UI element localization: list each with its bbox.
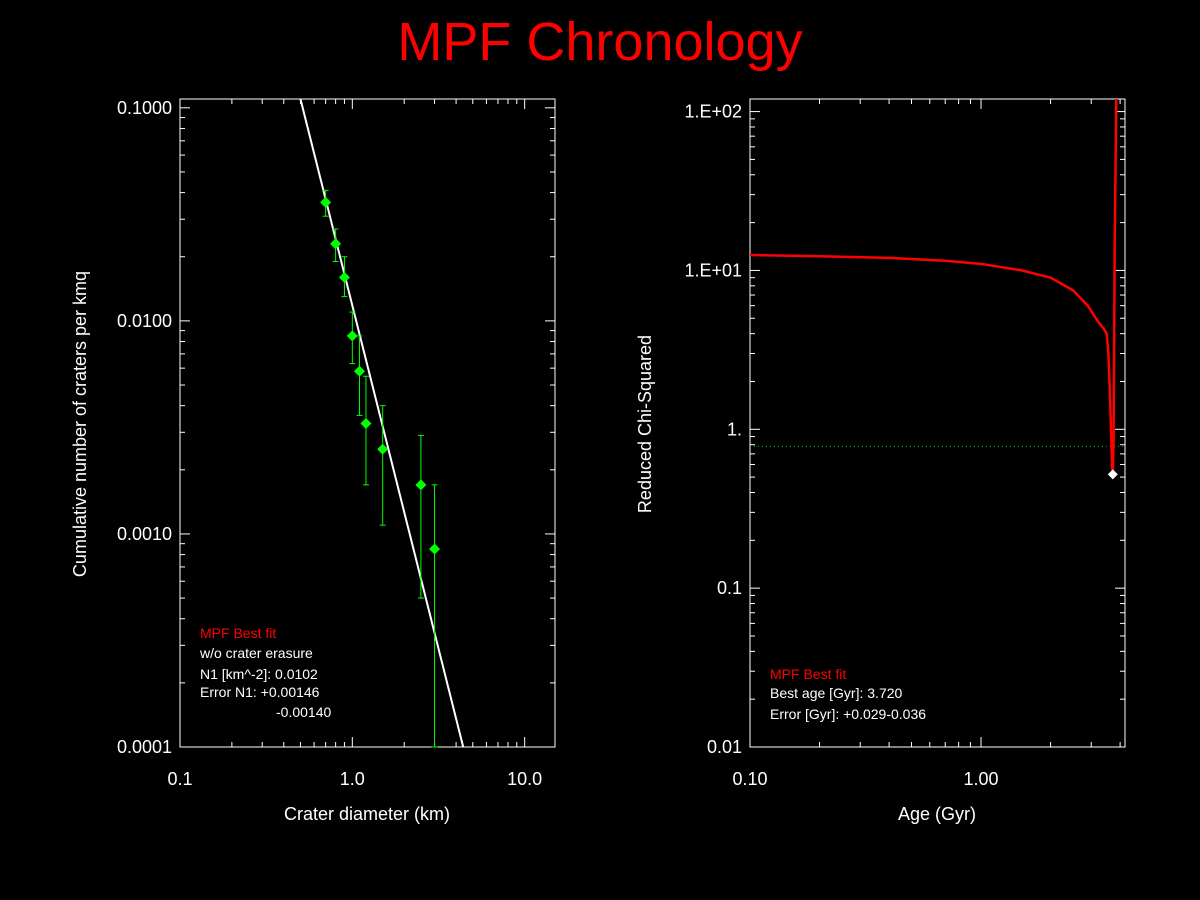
chart1-plot-frame xyxy=(179,98,556,748)
chart2-y-tick-label: 0.1 xyxy=(717,578,742,598)
data-point xyxy=(377,443,389,455)
chart2-x-tick-label: 1.00 xyxy=(963,769,998,789)
chart2-y-tick-label: 1.E+02 xyxy=(684,102,742,122)
chart2-ylabel: Reduced Chi-Squared xyxy=(635,335,655,513)
best-fit-point xyxy=(1107,469,1118,480)
fit-line xyxy=(299,98,465,748)
chart2-x-tick-label: 0.10 xyxy=(732,769,767,789)
data-point xyxy=(330,238,342,250)
data-point xyxy=(415,479,427,491)
chart1-annotation-header: MPF Best fit xyxy=(200,625,276,641)
chart2-y-tick-label: 1. xyxy=(727,419,742,439)
chart1-annotation-line-2: N1 [km^-2]: 0.0102 xyxy=(200,666,318,682)
chart1-y-tick-label: 0.1000 xyxy=(117,98,172,118)
chart1-x-tick-label: 1.0 xyxy=(340,769,365,789)
chart1-annotation-line-4: -0.00140 xyxy=(276,704,331,720)
chart2-annotation-line-2: Error [Gyr]: +0.029-0.036 xyxy=(770,706,926,722)
chart1-annotation-line-3: Error N1: +0.00146 xyxy=(200,684,320,700)
data-point xyxy=(346,330,358,342)
chart1-x-tick-label: 0.1 xyxy=(167,769,192,789)
chart1-y-tick-label: 0.0010 xyxy=(117,524,172,544)
chart1-x-tick-label: 10.0 xyxy=(507,769,542,789)
chart1-y-tick-label: 0.0001 xyxy=(117,737,172,757)
chart2-y-tick-label: 0.01 xyxy=(707,737,742,757)
chart2-y-tick-label: 1.E+01 xyxy=(684,260,742,280)
chart2-plot-frame xyxy=(749,98,1126,748)
chart-title: MPF Chronology xyxy=(397,12,803,72)
data-point xyxy=(353,365,365,377)
data-point xyxy=(338,271,350,283)
chart2-annotation-line-1: Best age [Gyr]: 3.720 xyxy=(770,685,903,701)
chart1-xlabel: Crater diameter (km) xyxy=(284,804,450,824)
chart2-annotation-header: MPF Best fit xyxy=(770,666,846,682)
chart1-y-tick-label: 0.0100 xyxy=(117,311,172,331)
chart1-ylabel: Cumulative number of craters per kmq xyxy=(70,271,90,577)
data-point xyxy=(320,196,332,208)
data-point xyxy=(429,543,441,555)
data-point xyxy=(360,417,372,429)
chi-squared-curve xyxy=(749,98,1118,475)
chart1-annotation-line-1: w/o crater erasure xyxy=(199,645,313,661)
chart2-xlabel: Age (Gyr) xyxy=(898,804,976,824)
